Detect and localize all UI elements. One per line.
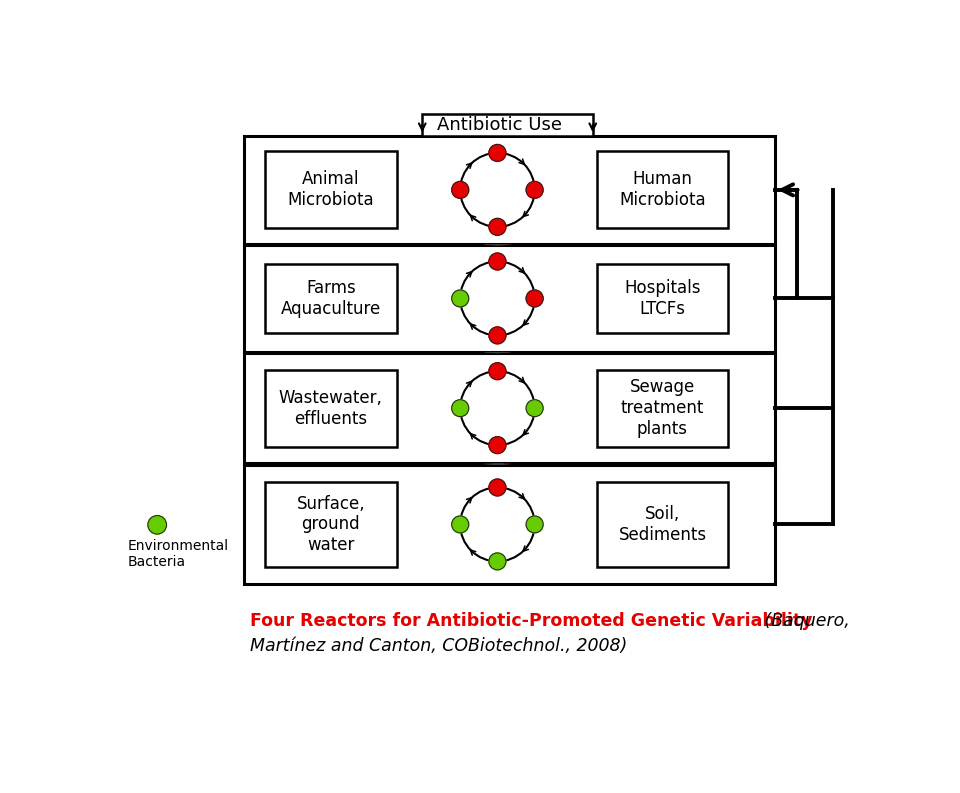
Circle shape bbox=[526, 290, 543, 307]
Circle shape bbox=[452, 516, 468, 533]
Text: Antibiotic Use: Antibiotic Use bbox=[437, 117, 563, 134]
Circle shape bbox=[489, 479, 506, 496]
Circle shape bbox=[148, 515, 166, 534]
Circle shape bbox=[489, 327, 506, 344]
Circle shape bbox=[489, 218, 506, 236]
Bar bbox=[265, 151, 396, 228]
Circle shape bbox=[489, 553, 506, 570]
Text: Surface,
ground
water: Surface, ground water bbox=[297, 495, 365, 554]
Text: Hospitals
LTCFs: Hospitals LTCFs bbox=[624, 279, 701, 318]
Circle shape bbox=[526, 516, 543, 533]
Circle shape bbox=[452, 182, 468, 198]
Text: Farms
Aquaculture: Farms Aquaculture bbox=[280, 279, 381, 318]
Bar bbox=[244, 245, 775, 351]
Bar bbox=[596, 151, 729, 228]
Text: Four Reactors for Antibiotic-Promoted Genetic Variability: Four Reactors for Antibiotic-Promoted Ge… bbox=[251, 612, 813, 630]
Circle shape bbox=[526, 182, 543, 198]
Bar bbox=[244, 136, 775, 243]
Text: Human
Microbiota: Human Microbiota bbox=[619, 170, 706, 209]
Bar bbox=[265, 264, 396, 333]
Circle shape bbox=[489, 437, 506, 454]
Text: (Baquero,: (Baquero, bbox=[759, 612, 851, 630]
Circle shape bbox=[452, 290, 468, 307]
Text: Wastewater,
effluents: Wastewater, effluents bbox=[278, 389, 383, 427]
Bar bbox=[265, 370, 396, 446]
Bar bbox=[596, 264, 729, 333]
Bar bbox=[244, 465, 775, 584]
Bar bbox=[596, 370, 729, 446]
Text: Soil,
Sediments: Soil, Sediments bbox=[618, 505, 707, 544]
Text: Animal
Microbiota: Animal Microbiota bbox=[287, 170, 374, 209]
Polygon shape bbox=[484, 464, 511, 465]
Text: Sewage
treatment
plants: Sewage treatment plants bbox=[621, 378, 705, 438]
Circle shape bbox=[489, 144, 506, 162]
Bar bbox=[422, 114, 592, 136]
Circle shape bbox=[452, 400, 468, 416]
Bar bbox=[244, 353, 775, 463]
Polygon shape bbox=[484, 352, 511, 353]
Text: Martínez and Canton, COBiotechnol., 2008): Martínez and Canton, COBiotechnol., 2008… bbox=[251, 637, 628, 655]
Circle shape bbox=[526, 400, 543, 416]
Polygon shape bbox=[484, 244, 511, 245]
Bar bbox=[596, 482, 729, 567]
Bar bbox=[265, 482, 396, 567]
Circle shape bbox=[489, 253, 506, 270]
Circle shape bbox=[489, 362, 506, 380]
Text: Environmental
Bacteria: Environmental Bacteria bbox=[128, 538, 228, 569]
